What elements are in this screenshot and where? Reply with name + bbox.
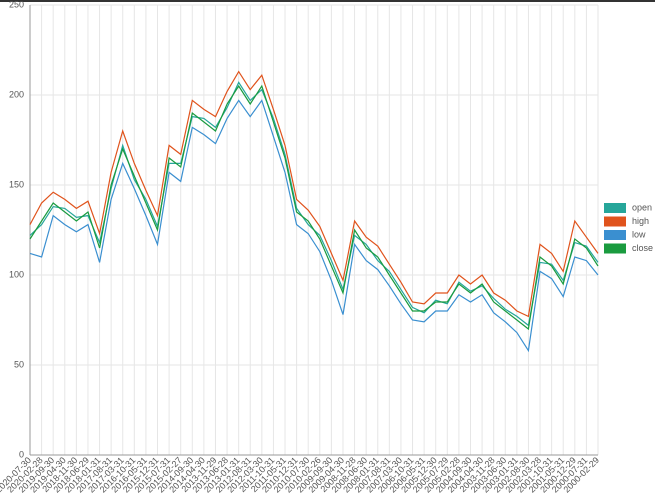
y-tick-label: 100: [9, 269, 24, 279]
legend-swatch: [604, 230, 626, 240]
legend-label: high: [632, 216, 649, 226]
y-tick-label: 50: [14, 359, 24, 369]
series-line: [29, 70, 599, 318]
legend-swatch: [604, 203, 626, 213]
series-line: [29, 99, 599, 353]
y-tick-label: 150: [9, 179, 24, 189]
legend-label: open: [632, 202, 652, 212]
legend-label: close: [632, 243, 653, 253]
legend-swatch: [604, 243, 626, 254]
y-tick-label: 250: [9, 0, 24, 9]
y-tick-label: 0: [19, 449, 24, 459]
legend-label: low: [632, 229, 646, 239]
series-line: [29, 81, 599, 327]
series-line: [29, 84, 599, 331]
legend-swatch: [604, 216, 626, 227]
y-tick-label: 200: [9, 89, 24, 99]
